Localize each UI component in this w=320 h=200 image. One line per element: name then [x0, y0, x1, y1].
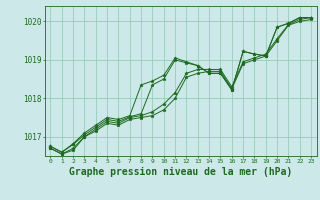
- X-axis label: Graphe pression niveau de la mer (hPa): Graphe pression niveau de la mer (hPa): [69, 167, 292, 177]
